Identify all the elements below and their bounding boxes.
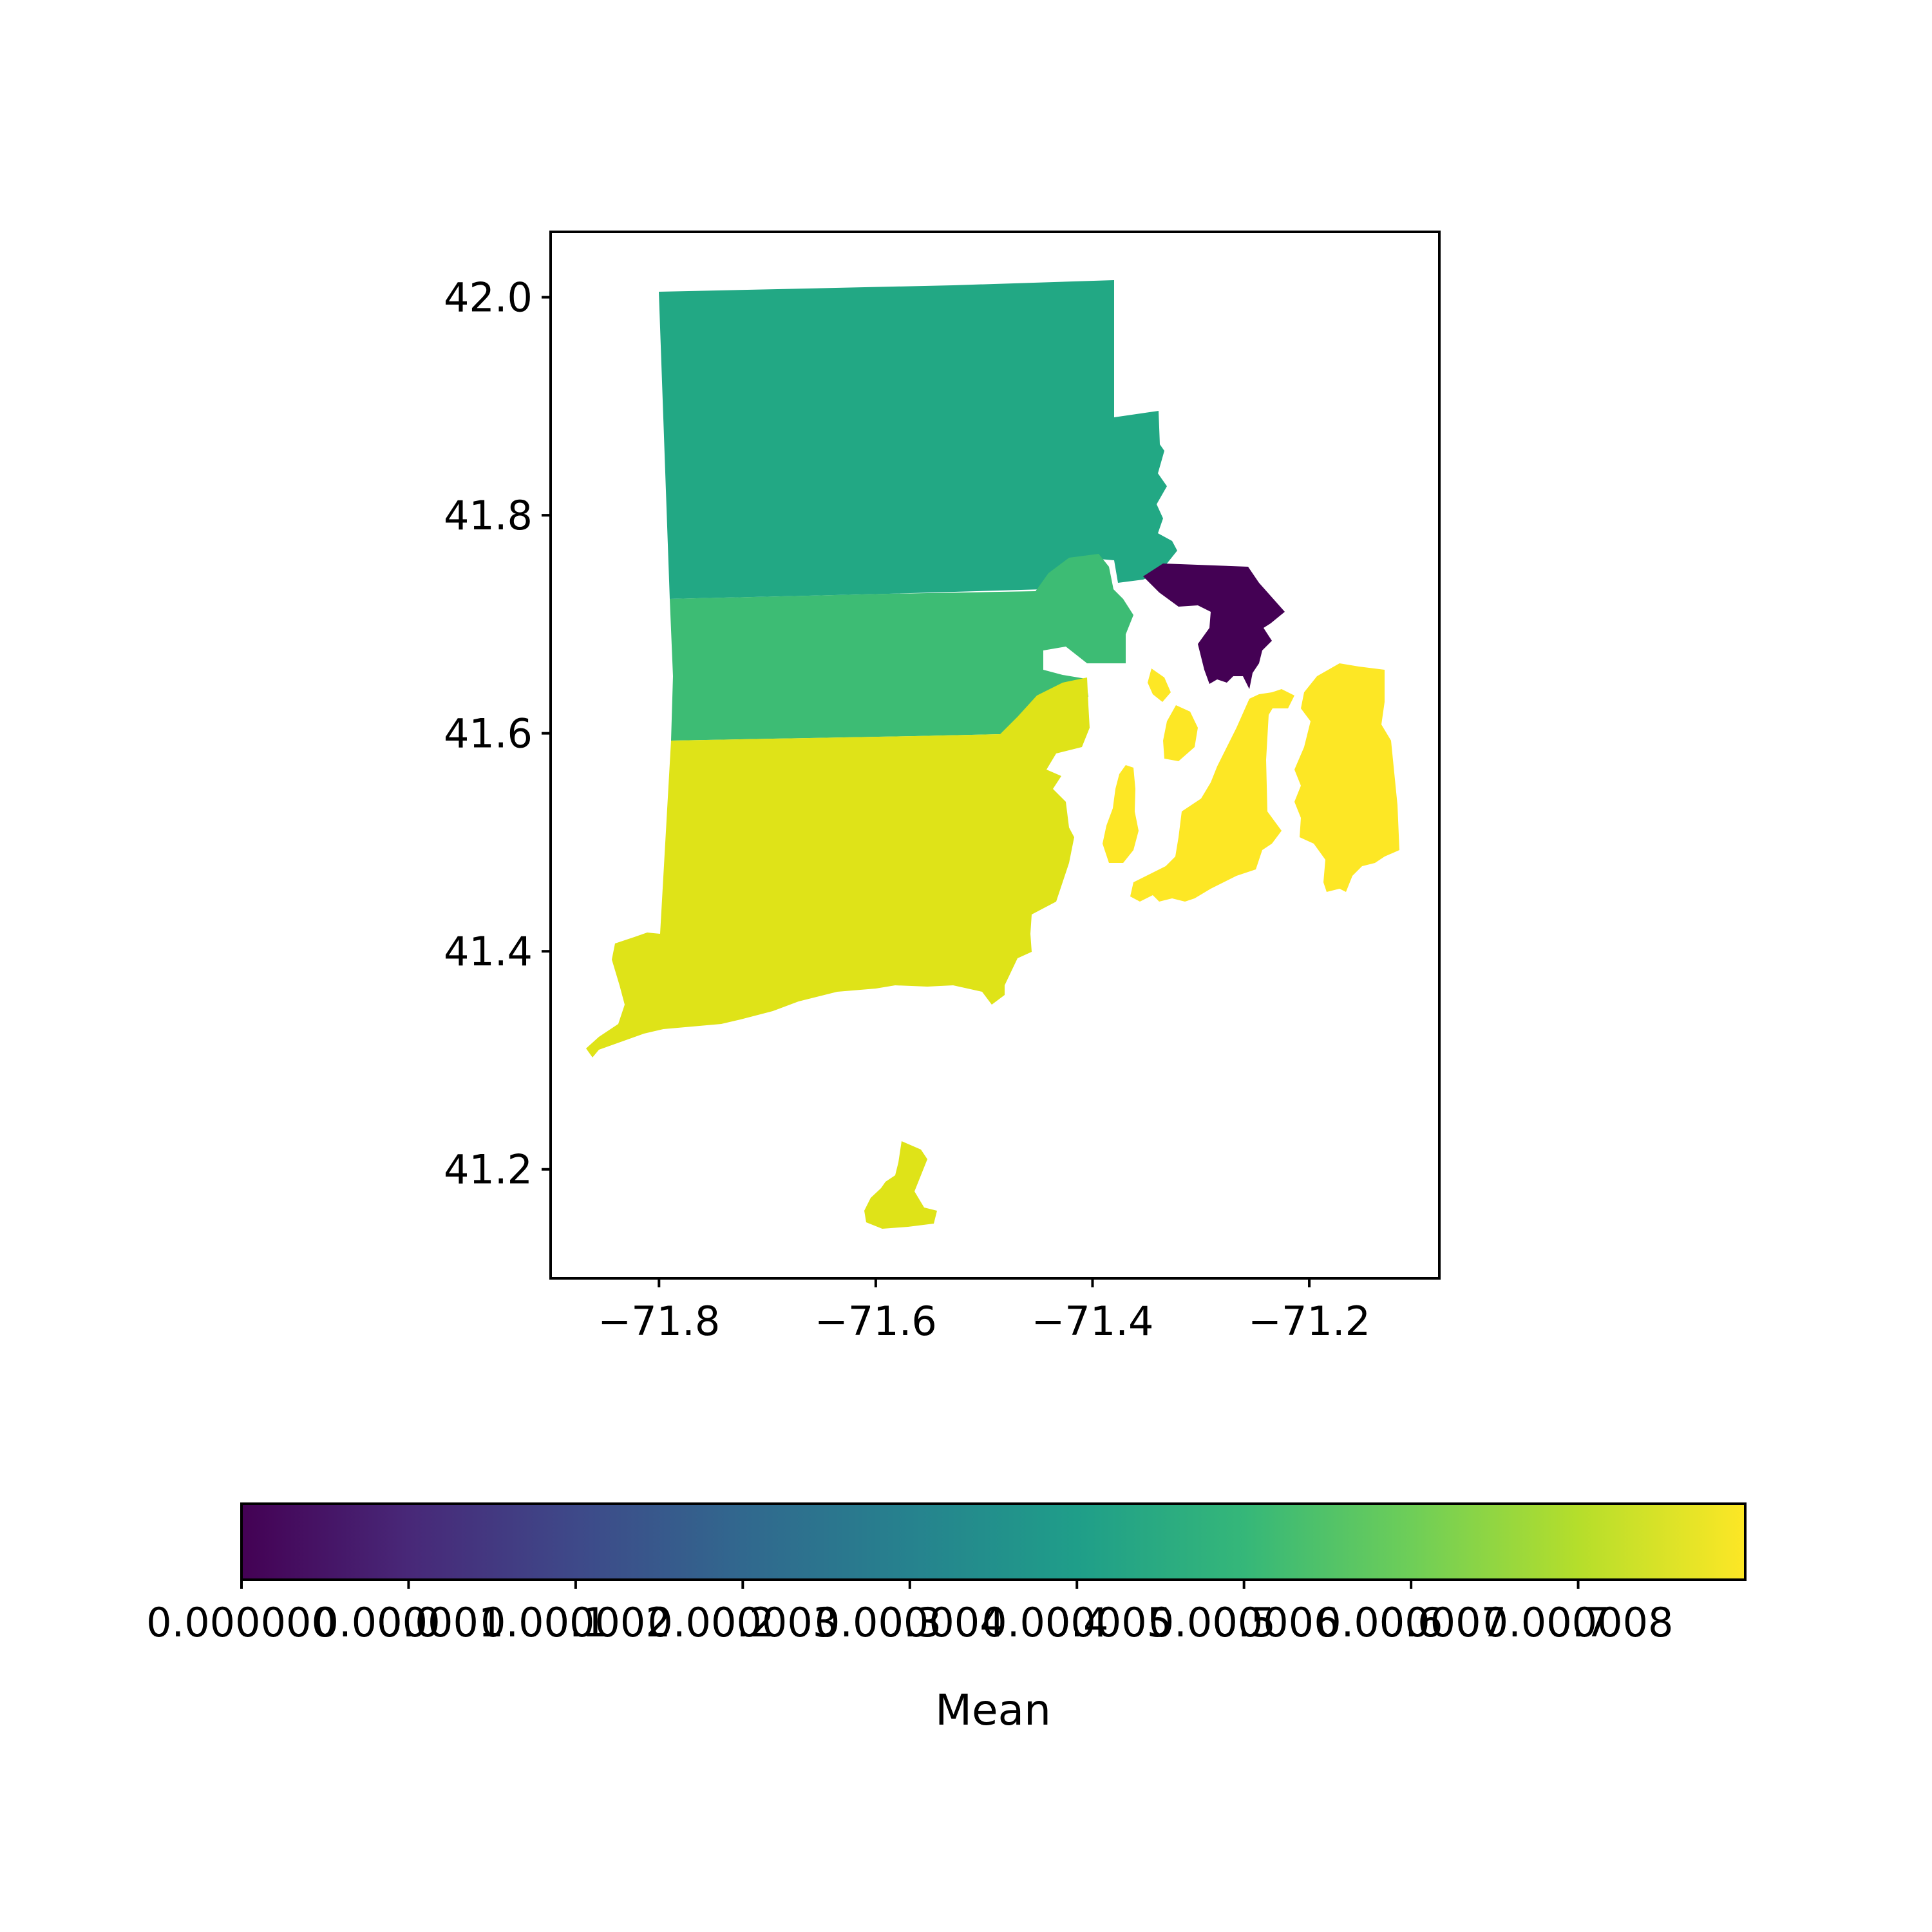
colorbar-overlay-tick-label: 0.2 <box>711 1599 775 1646</box>
y-tick-label: 41.6 <box>444 710 533 757</box>
region-central <box>670 554 1133 741</box>
region-south <box>586 677 1090 1057</box>
colorbar-tick-label: 0.000002 <box>480 1599 671 1646</box>
region-aquidneck-island <box>1130 689 1294 902</box>
colorbar-overlay-tick-label: 0.1 <box>544 1599 608 1646</box>
colorbar-tick-label: 0.000008 <box>1483 1599 1674 1646</box>
colorbar-tick-label: 0.000003 <box>647 1599 838 1646</box>
colorbar-frame <box>240 1502 1747 1581</box>
colorbar-overlay-tick-label: 0.0 <box>377 1599 440 1646</box>
colorbar-ticks: 0.0000000.0000010.0000020.0000030.000004… <box>146 1580 1673 1646</box>
y-axis: 42.0 41.8 41.6 41.4 41.2 <box>444 274 551 1193</box>
colorbar-label: Mean <box>935 1685 1051 1735</box>
colorbar: 0.0000000.0000010.0000020.0000030.000004… <box>146 1502 1747 1735</box>
region-east-bay <box>1143 564 1285 689</box>
x-tick-label: −71.8 <box>598 1298 720 1345</box>
region-prudence-island <box>1163 705 1198 761</box>
plot-frame <box>549 231 1441 1280</box>
region-conanicut-island <box>1103 765 1139 863</box>
colorbar-tick-label: 0.000004 <box>815 1599 1005 1646</box>
colorbar-tick-label: 0.000006 <box>1149 1599 1340 1646</box>
colorbar-overlay-tick-label: 0.4 <box>1045 1599 1109 1646</box>
colorbar-overlay-tick-label: 0.7 <box>1546 1599 1610 1646</box>
x-tick-label: −71.2 <box>1248 1298 1370 1345</box>
colorbar-overlay-tick-label: 0.3 <box>878 1599 942 1646</box>
colorbar-gradient <box>242 1504 1745 1580</box>
colorbar-tick-label: 0.000001 <box>314 1599 504 1646</box>
colorbar-overlay-tick-label: 0.6 <box>1379 1599 1443 1646</box>
colorbar-tick-label: 0.000007 <box>1316 1599 1506 1646</box>
y-tick-label: 41.8 <box>444 492 533 539</box>
y-tick-label: 42.0 <box>444 274 533 321</box>
region-north <box>659 280 1177 599</box>
y-tick-label: 41.4 <box>444 928 533 975</box>
x-axis: −71.8 −71.6 −71.4 −71.2 <box>598 1278 1370 1345</box>
map-area: −71.8 −71.6 −71.4 −71.2 42.0 41.8 41.6 41.4 41.… <box>444 231 1441 1345</box>
colorbar-overlay-tick-label: 0.5 <box>1212 1599 1276 1646</box>
x-tick-label: −71.6 <box>815 1298 937 1345</box>
colorbar-tick-label: 0.000000 <box>146 1599 337 1646</box>
region-sakonnet <box>1294 663 1399 892</box>
y-tick-label: 41.2 <box>444 1146 533 1193</box>
region-patience-island <box>1148 668 1171 702</box>
colorbar-tick-label: 0.000005 <box>981 1599 1172 1646</box>
x-tick-label: −71.4 <box>1031 1298 1153 1345</box>
region-block-island <box>864 1141 937 1229</box>
